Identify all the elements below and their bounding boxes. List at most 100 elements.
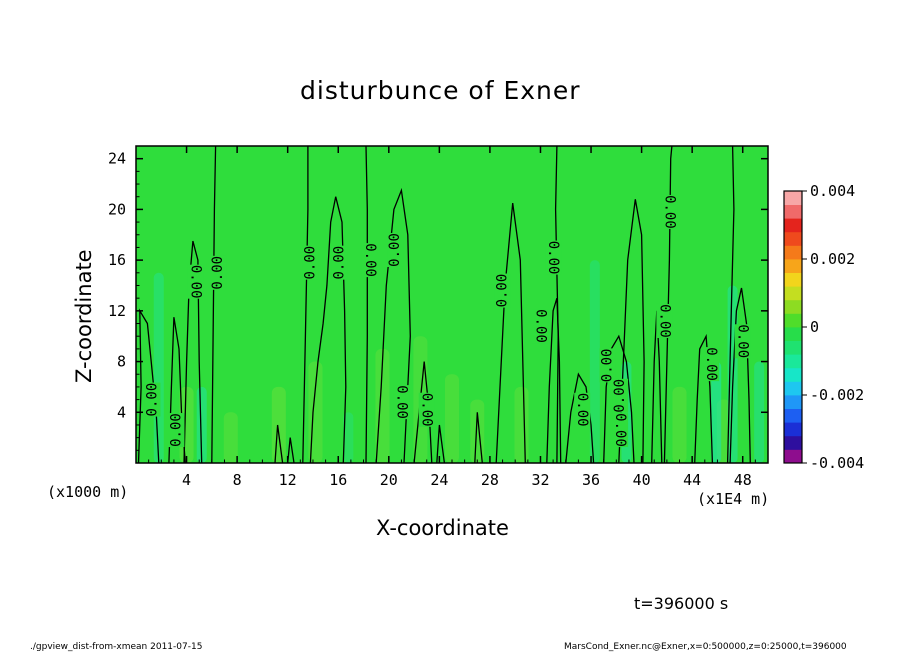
contour-label: 0.00 bbox=[144, 383, 160, 417]
plot-area: 0.000.000.00 0.00 0.00 0.00 0.00 0.000.00 0.00… bbox=[135, 145, 769, 464]
field-shade-light bbox=[223, 412, 238, 463]
colorbar-swatch bbox=[784, 367, 802, 382]
x-tick-label: 8 bbox=[233, 471, 242, 489]
colorbar-swatch bbox=[784, 245, 802, 260]
chart-title: disturbunce of Exner bbox=[300, 76, 581, 105]
contour-labels: 0.000.000.00 0.00 0.00 0.00 0.00 0.000.00 0.00… bbox=[144, 194, 751, 448]
contour-line bbox=[726, 146, 735, 463]
contour-label: 0.00 bbox=[387, 233, 403, 267]
x-tick-label: 16 bbox=[329, 471, 347, 489]
contour-label-background bbox=[612, 378, 629, 413]
x-tick-label: 36 bbox=[582, 471, 600, 489]
x-tick-label: 28 bbox=[481, 471, 499, 489]
colorbar-swatch bbox=[784, 435, 802, 450]
contour-line bbox=[495, 203, 526, 463]
contour-label: 0.00 bbox=[332, 246, 348, 280]
colorbar-swatch bbox=[784, 340, 802, 355]
contour-line bbox=[603, 334, 635, 463]
x-axis-label: X-coordinate bbox=[376, 516, 509, 540]
contour-line bbox=[546, 298, 562, 463]
field-shade-negative bbox=[196, 386, 207, 463]
contour-label: 0.00 bbox=[612, 379, 628, 413]
x-tick-label: 48 bbox=[734, 471, 752, 489]
colorbar-tick-label: 0 bbox=[810, 318, 819, 336]
contour-line bbox=[309, 196, 347, 463]
y-tick-label: 8 bbox=[117, 353, 126, 371]
colorbar-tick-label: -0.002 bbox=[810, 386, 864, 404]
contour-label: 0.00 bbox=[656, 304, 672, 338]
footer-script-info: ./gpview_dist-from-xmean 2011-07-15 bbox=[30, 642, 203, 652]
colorbar-swatch bbox=[784, 449, 802, 464]
colorbar-swatch bbox=[784, 259, 802, 273]
contour-label-background bbox=[545, 240, 562, 275]
contour-line bbox=[618, 199, 645, 463]
contour-line bbox=[663, 146, 673, 463]
contour-label: 0.00 bbox=[703, 347, 719, 381]
contour-label-background bbox=[393, 385, 410, 420]
contour-label: 0.00 bbox=[362, 243, 378, 277]
contour-label-background bbox=[574, 392, 591, 427]
x-tick-label: 24 bbox=[430, 471, 448, 489]
contour-label-background bbox=[187, 264, 204, 299]
contour-label: 0.00 bbox=[574, 393, 590, 427]
x-tick-label: 44 bbox=[683, 471, 701, 489]
x-axis: 4 8 12 16 20 24 28 32 36 40 44 48 bbox=[148, 146, 756, 489]
contour-label-background bbox=[612, 413, 629, 448]
field-shade-negative bbox=[754, 361, 765, 463]
colorbar-swatch bbox=[784, 299, 802, 314]
contour-label: 0.00 bbox=[419, 393, 435, 427]
contour-label-background bbox=[302, 245, 319, 280]
x-axis-scale-label: (x1E4 m) bbox=[697, 490, 770, 508]
field-shade-light bbox=[514, 386, 529, 463]
colorbar-swatch bbox=[784, 422, 802, 437]
contour-label: 0.00 bbox=[532, 309, 548, 343]
colorbar-swatch bbox=[784, 231, 802, 246]
contour-line bbox=[183, 240, 203, 463]
y-tick-label: 24 bbox=[108, 150, 126, 168]
contour-label: 0.00 bbox=[168, 413, 184, 447]
contour-label-background bbox=[661, 194, 678, 229]
colorbar-swatch bbox=[784, 408, 802, 423]
contour-label: 0.00 bbox=[393, 385, 409, 419]
contour-label: 0.00 bbox=[302, 246, 318, 280]
x-axis-unit-label: (x1000 m) bbox=[47, 483, 129, 501]
contour-line bbox=[413, 361, 433, 463]
field-shade-light bbox=[375, 348, 390, 463]
field-shade-negative bbox=[711, 361, 722, 463]
contour-line bbox=[474, 412, 483, 463]
y-tick-label: 16 bbox=[108, 251, 126, 269]
contour-label: 0.00 bbox=[545, 241, 561, 275]
colorbar-swatch bbox=[784, 204, 802, 219]
colorbar-swatch bbox=[784, 381, 802, 396]
x-tick-label: 12 bbox=[279, 471, 297, 489]
y-tick-label: 12 bbox=[108, 302, 126, 320]
x-tick-label: 20 bbox=[380, 471, 398, 489]
colorbar-swatch bbox=[784, 218, 802, 233]
x-tick-label: 4 bbox=[182, 471, 191, 489]
colorbar-swatch bbox=[784, 191, 802, 205]
contour-label-background bbox=[144, 382, 161, 417]
contour-label-background bbox=[361, 243, 378, 278]
footer-data-source: MarsCond_Exner.nc@Exner,x=0:500000,z=0:2… bbox=[564, 642, 847, 652]
contour-label-background bbox=[494, 273, 511, 308]
colorbar-swatch bbox=[784, 272, 802, 287]
colorbar-tick-label: 0.002 bbox=[810, 250, 855, 268]
y-tick-label: 20 bbox=[108, 200, 126, 218]
field-shade-negative bbox=[589, 260, 600, 463]
colorbar: 0.004 0.002 0 -0.002 -0.004 bbox=[783, 182, 864, 472]
y-axis: 4 8 12 16 20 24 bbox=[108, 150, 768, 451]
contour-label: 0.00 bbox=[495, 274, 511, 308]
contour-label-background bbox=[703, 347, 720, 382]
x-tick-label: 40 bbox=[633, 471, 651, 489]
field-shade-light bbox=[672, 386, 687, 463]
contour-label-background bbox=[210, 255, 227, 290]
colorbar-swatch bbox=[784, 395, 802, 409]
colorbar-swatch bbox=[784, 327, 802, 341]
contour-label-background bbox=[599, 348, 616, 383]
contour-label: 0.00 bbox=[612, 413, 628, 447]
y-tick-label: 4 bbox=[117, 403, 126, 421]
contour-label-background bbox=[387, 232, 404, 267]
contour-label-background bbox=[168, 413, 185, 448]
colorbar-tick-label: -0.004 bbox=[810, 454, 864, 472]
